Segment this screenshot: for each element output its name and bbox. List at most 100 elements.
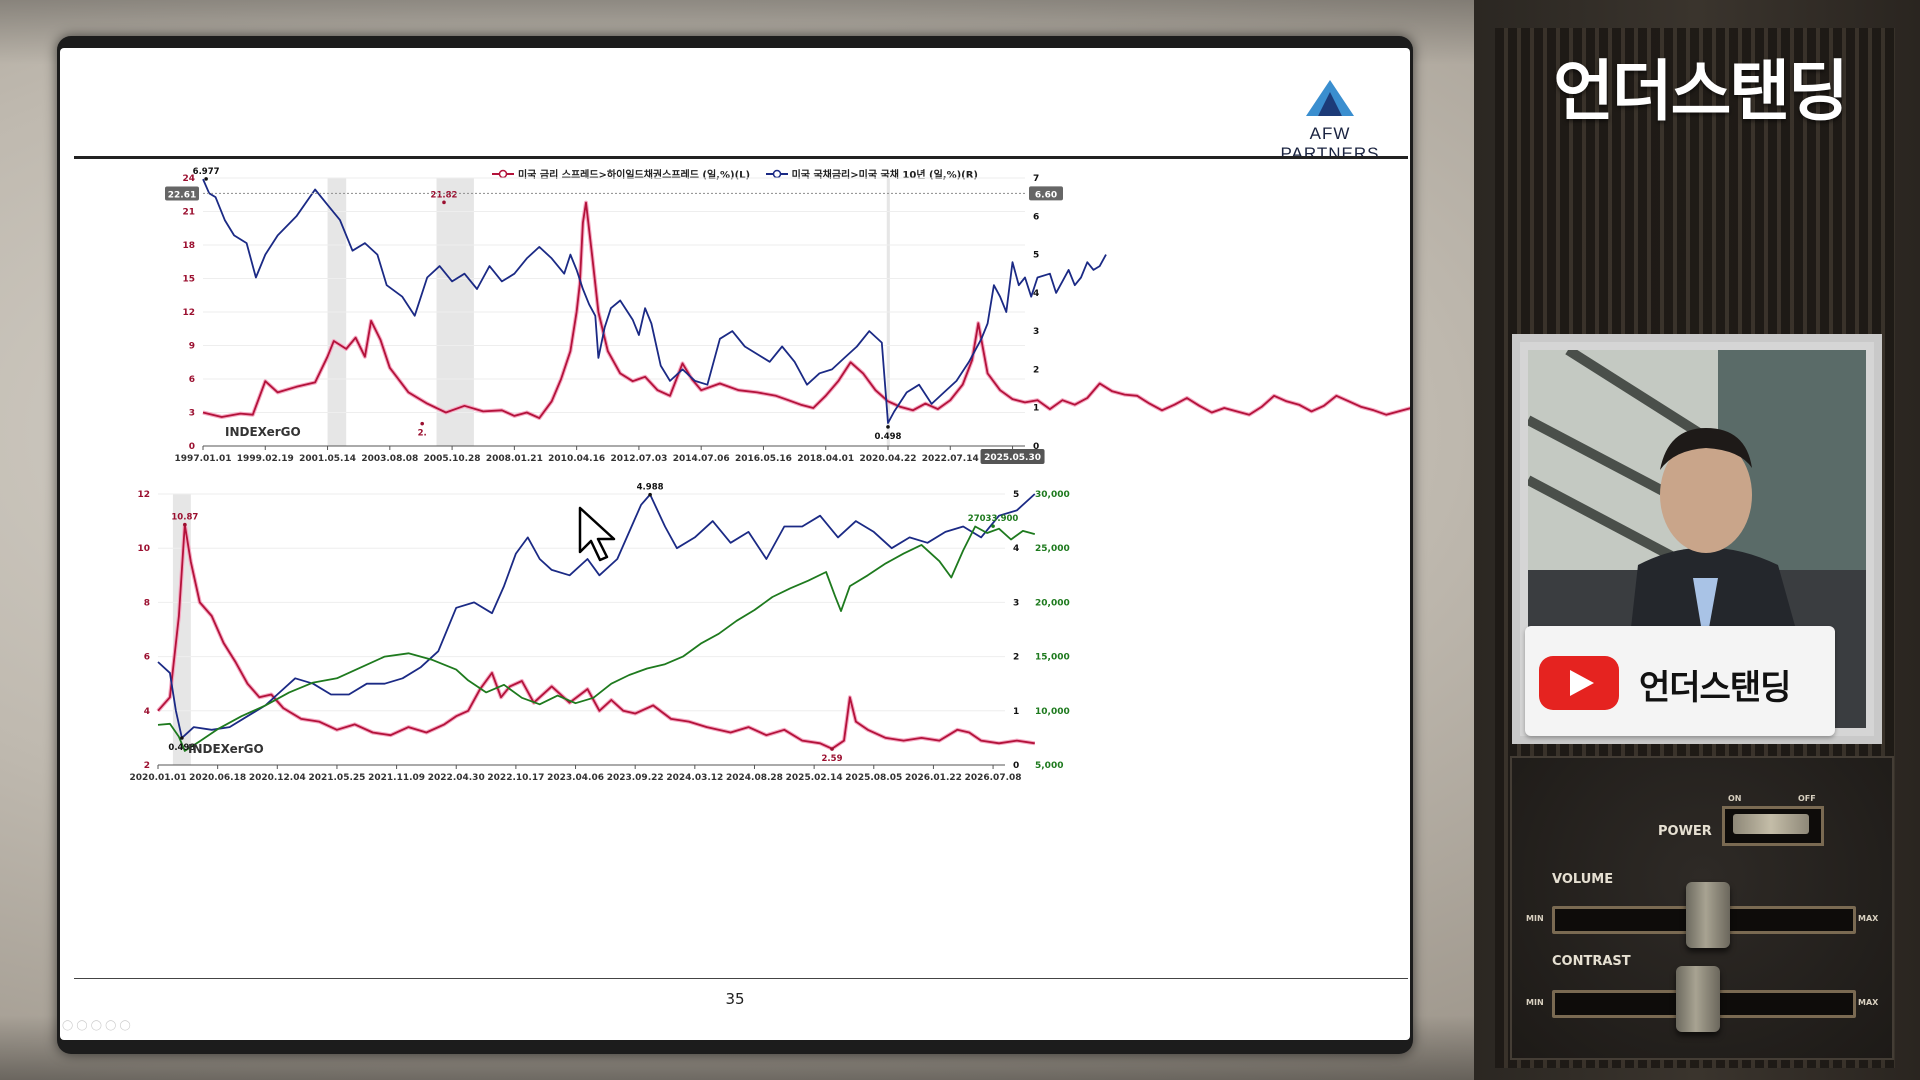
series-line [157,493,1036,739]
annotation-label: 0.498 [875,432,902,442]
contrast-min-label: MIN [1526,998,1544,1007]
series-line [157,523,1035,750]
x-tick-label: 2022.04.30 [428,773,485,783]
channel-title: 언더스탠딩 [1553,53,1849,130]
y-left-tick-label: 4 [144,707,150,717]
youtube-play-icon [1539,656,1619,710]
y-right-tick-label: 3 [1033,327,1039,337]
y-right-tick-label: 4 [1033,289,1039,299]
series-halo [156,522,1036,751]
footer-rule [74,978,1408,979]
annotation-dot [886,425,890,429]
y-right-tick-label: 1 [1033,404,1039,414]
x-tick-label: 2001.05.14 [299,454,356,464]
annotation-label: 21.82 [431,190,458,200]
y-left-tick-label: 15 [182,275,195,285]
volume-knob[interactable] [1686,882,1730,948]
contrast-max-label: MAX [1858,998,1879,1007]
x-tick-label: 2020.12.04 [249,773,306,783]
power-switch[interactable] [1722,806,1824,846]
legend-label-spread: 미국 금리 스프레드>하이일드채권스프레드 (일,%)(L) [517,170,751,181]
x-tick-label: 2008.01.21 [486,454,543,464]
y-right-tick-label: 0 [1033,442,1039,452]
x-tick-label: 2026.01.22 [905,773,962,783]
power-switch-handle[interactable] [1733,814,1809,834]
x-tick-label: 2022.07.14 [922,454,979,464]
x-tick-label: 2020.06.18 [189,773,246,783]
x-tick-label: 2025.08.05 [845,773,902,783]
x-tick-label: 2024.03.12 [666,773,723,783]
x-tick-label: 2026.07.08 [965,773,1022,783]
x-tick-label: 2020.04.22 [860,454,917,464]
y-left-tick-label: 6 [144,653,150,663]
y-left-tick-label: 6 [189,375,195,385]
chart-legend: 미국 금리 스프레드>하이일드채권스프레드 (일,%)(L) 미국 국채금리>미… [60,166,1410,182]
annotation-dot [442,200,446,205]
legend-marker-red-icon [491,169,514,178]
series-line [202,201,1410,419]
x-tick-label: 2024.08.28 [726,773,783,783]
y-right-tick-label: 2 [1013,653,1019,663]
annotation-dot [420,421,425,426]
y-left-tick-label: 0 [189,442,195,452]
power-off-label: OFF [1798,794,1816,803]
x-tick-label: 2025.02.14 [786,773,843,783]
y-right-tick-label: 5 [1013,490,1019,500]
last-value-badge [1029,186,1063,201]
x-tick-label: 2003.08.08 [361,454,418,464]
series-line [157,525,1036,752]
last-value-badge [165,186,199,201]
legend-marker-blue-icon [765,169,788,178]
annotation-label: 10.87 [171,513,198,523]
y-right-tick-label: 1 [1013,707,1019,717]
x-tick-label: 2005.10.28 [424,454,481,464]
y-right2-tick-label: 25,000 [1035,544,1070,554]
legend-item-10y: 미국 국채금리>미국 국채 10년 (일,%)(R) [765,166,978,181]
page-number: 35 [725,990,745,1008]
x-tick-label: 2021.11.09 [368,773,425,783]
y-right2-tick-label: 10,000 [1035,707,1070,717]
annotation-dot [648,492,652,497]
y-left-tick-label: 3 [189,409,195,419]
annotation-dot [204,177,208,181]
y-right-tick-label: 2 [1033,365,1039,375]
legend-item-spread: 미국 금리 스프레드>하이일드채권스프레드 (일,%)(L) [491,166,751,181]
volume-label: VOLUME [1552,872,1614,887]
x-tick-label: 2016.05.16 [735,454,792,464]
y-right2-tick-label: 15,000 [1035,653,1070,663]
cursor-date-badge [980,449,1045,464]
youtube-channel-card[interactable]: 언더스탠딩 [1525,626,1835,736]
x-tick-label: 2010.04.16 [548,454,605,464]
presentation-slide: AFW PARTNERS 미국 금리 스프레드>하이일드채권스프레드 (일,%)… [60,48,1410,1040]
y-left-tick-label: 12 [182,308,195,318]
y-right2-tick-label: 5,000 [1035,761,1063,771]
annotation-label: 2.59 [822,754,843,764]
power-on-label: ON [1728,794,1742,803]
x-tick-label: 2012.07.03 [610,454,667,464]
header-rule [74,156,1408,159]
slide-toolbar-icons[interactable]: ◯ ◯ ◯ ◯ ◯ [62,1020,131,1031]
annotation-label: 6.977 [193,167,220,177]
annotation-label: 27033.900 [968,514,1019,524]
y-right-tick-label: 4 [1013,544,1019,554]
volume-max-label: MAX [1858,914,1879,923]
x-tick-label: 1997.01.01 [175,454,232,464]
x-tick-label: 2014.07.06 [673,454,730,464]
y-right2-tick-label: 20,000 [1035,598,1070,608]
youtube-channel-name: 언더스탠딩 [1639,668,1791,708]
annotation-dot [180,736,184,740]
annotation-label: 2. [418,429,427,439]
contrast-knob[interactable] [1676,966,1720,1032]
x-tick-label: 2018.04.01 [797,454,854,464]
volume-min-label: MIN [1526,914,1544,923]
x-tick-label: 2020.01.01 [130,773,187,783]
y-left-tick-label: 10 [137,544,150,554]
legend-label-10y: 미국 국채금리>미국 국채 10년 (일,%)(R) [791,170,978,181]
annotation-label: 0.498 [168,743,195,753]
x-tick-label: 2025.05.30 [984,453,1041,463]
x-tick-label: 2023.09.22 [607,773,664,783]
last-value-badge-label: 6.60 [1035,190,1057,200]
y-left-tick-label: 18 [182,241,195,251]
power-label: POWER [1658,824,1712,839]
